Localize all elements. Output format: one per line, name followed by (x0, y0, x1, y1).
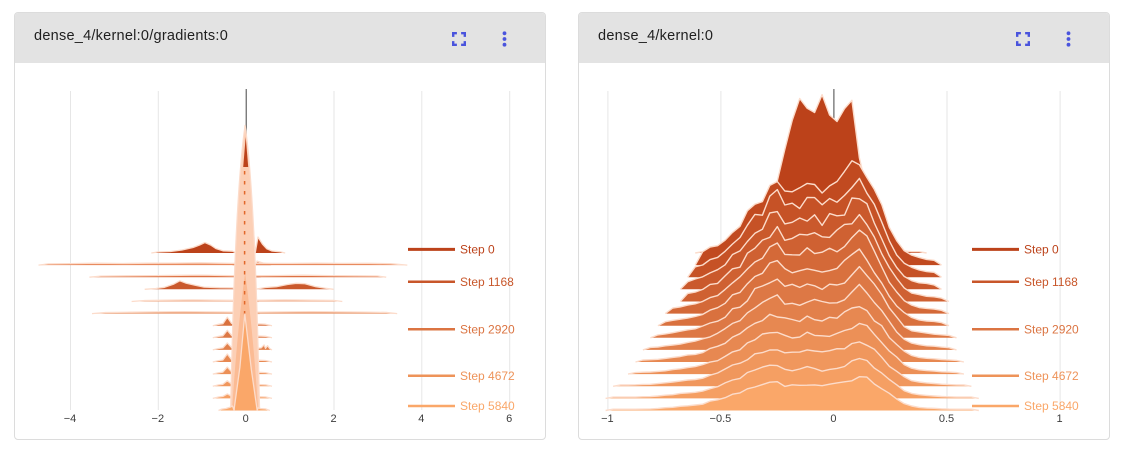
svg-text:0.5: 0.5 (939, 413, 954, 425)
svg-text:Step 4672: Step 4672 (1024, 369, 1079, 383)
svg-text:6: 6 (506, 413, 512, 425)
svg-text:−0.5: −0.5 (710, 413, 732, 425)
svg-text:−1: −1 (601, 413, 614, 425)
svg-text:2: 2 (330, 413, 336, 425)
svg-text:Step 5840: Step 5840 (460, 399, 515, 413)
svg-text:1: 1 (1057, 413, 1063, 425)
svg-text:0: 0 (243, 413, 249, 425)
svg-text:−2: −2 (152, 413, 165, 425)
svg-text:Step 0: Step 0 (460, 243, 495, 257)
svg-text:Step 5840: Step 5840 (1024, 399, 1079, 413)
svg-text:−4: −4 (64, 413, 77, 425)
svg-text:Step 2920: Step 2920 (1024, 322, 1079, 336)
svg-text:4: 4 (418, 413, 424, 425)
svg-text:Step 2920: Step 2920 (460, 322, 515, 336)
svg-text:Step 1168: Step 1168 (1024, 275, 1078, 289)
svg-text:Step 1168: Step 1168 (460, 275, 514, 289)
svg-text:Step 0: Step 0 (1024, 243, 1059, 257)
svg-text:0: 0 (830, 413, 836, 425)
svg-text:Step 4672: Step 4672 (460, 369, 515, 383)
